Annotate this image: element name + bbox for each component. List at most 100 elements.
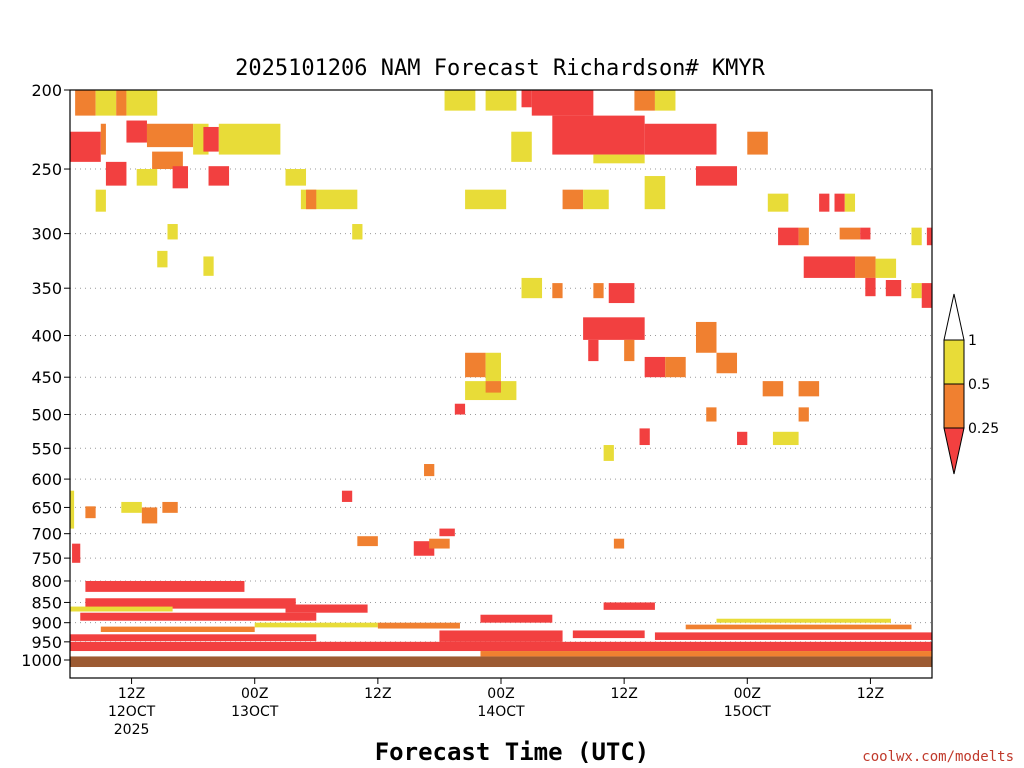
data-cell [105,161,127,186]
data-layer [572,630,645,639]
credit-text: coolwx.com/modelts [862,749,1014,765]
x-tick-label: 12Z [610,686,637,702]
data-cell [921,283,932,308]
x-tick-year: 2025 [114,722,150,738]
data-layer [70,490,75,529]
data-layer [716,618,891,623]
data-cell [75,90,96,116]
x-tick-label: 00Z [241,686,268,702]
data-cell [778,227,799,246]
data-cell [141,507,158,524]
x-tick-label: 12Z [118,686,145,702]
data-cell [644,356,666,378]
data-cell [613,538,625,549]
y-tick-label: 900 [31,614,62,633]
data-cell [203,126,219,152]
y-tick-label: 800 [31,572,62,591]
data-cell [624,339,635,362]
data-layer [603,602,655,610]
y-tick-label: 200 [31,81,62,100]
x-tick-date: 13OCT [231,704,279,720]
data-cell [644,176,666,210]
data-cell [695,166,738,186]
x-tick-label: 12Z [364,686,391,702]
data-cell [911,283,922,299]
data-cell [146,123,194,148]
data-layer [285,604,368,613]
x-tick-date: 12OCT [108,704,156,720]
x-tick-label: 00Z [487,686,514,702]
data-cell [706,407,717,422]
data-cell [798,407,809,422]
y-tick-label: 600 [31,470,62,489]
data-layer [80,612,317,621]
data-cell [803,256,856,278]
data-cell [485,90,517,111]
data-cell [588,339,599,362]
data-cell [152,151,183,170]
data-cell [819,193,830,212]
data-cell [285,169,307,186]
data-cell [665,356,686,378]
data-cell [511,131,532,162]
legend-colorbar: 1 0.5 0.25 [943,293,999,475]
data-layer [480,614,553,623]
data-cell [465,189,507,210]
data-cell [424,464,435,477]
y-tick-label: 400 [31,326,62,345]
data-cell [844,193,856,212]
y-tick-label: 1000 [21,651,62,670]
legend-bin-gt1 [943,293,965,341]
data-cell [485,352,501,382]
data-cell [644,123,717,155]
y-tick-label: 700 [31,525,62,544]
data-cell [100,123,106,155]
x-axis: 12Z 12OCT 2025 00Z 13OCT 12Z 00Z 14OCT 12Z 00Z 15O… [108,678,884,738]
data-cell [521,277,543,299]
data-cell [136,169,158,186]
y-tick-label: 350 [31,279,62,298]
data-cell [465,352,486,378]
data-cell [444,90,476,111]
data-layer [70,606,173,612]
data-cell [798,227,809,246]
data-cell [85,506,96,519]
data-cell [603,445,614,461]
y-axis: 200 250 300 350 400 450 500 550 600 650 700 750 800 8… [21,81,70,670]
data-cell [218,123,281,155]
data-cell [162,501,178,513]
legend-bin-high [943,339,965,385]
data-cell [772,431,799,446]
data-layer [85,598,296,609]
data-layer [72,543,81,563]
data-cell [306,189,317,210]
data-layer [439,630,563,642]
data-cell [767,193,789,212]
x-axis-label: Forecast Time (UTC) [375,738,650,766]
data-cell [634,90,655,111]
data-cell [429,538,450,549]
data-cell [885,280,902,297]
data-layer [70,634,317,642]
data-cell [357,536,378,547]
data-cell [865,277,876,297]
heatmap-cells [70,90,932,668]
data-cell [639,428,650,446]
data-cell [70,131,101,162]
data-cell [593,154,645,164]
data-cell [116,90,127,116]
legend-bin-mid [943,383,965,429]
y-tick-label: 300 [31,225,62,244]
data-cell [167,224,178,240]
legend-label: 1 [968,333,977,349]
data-cell [157,250,168,268]
data-cell [203,256,214,276]
data-cell [747,131,768,155]
data-cell [352,224,363,240]
y-tick-label: 650 [31,498,62,517]
data-cell [95,189,106,212]
data-cell [911,227,922,246]
data-cell [208,166,230,186]
data-cell [521,90,532,108]
